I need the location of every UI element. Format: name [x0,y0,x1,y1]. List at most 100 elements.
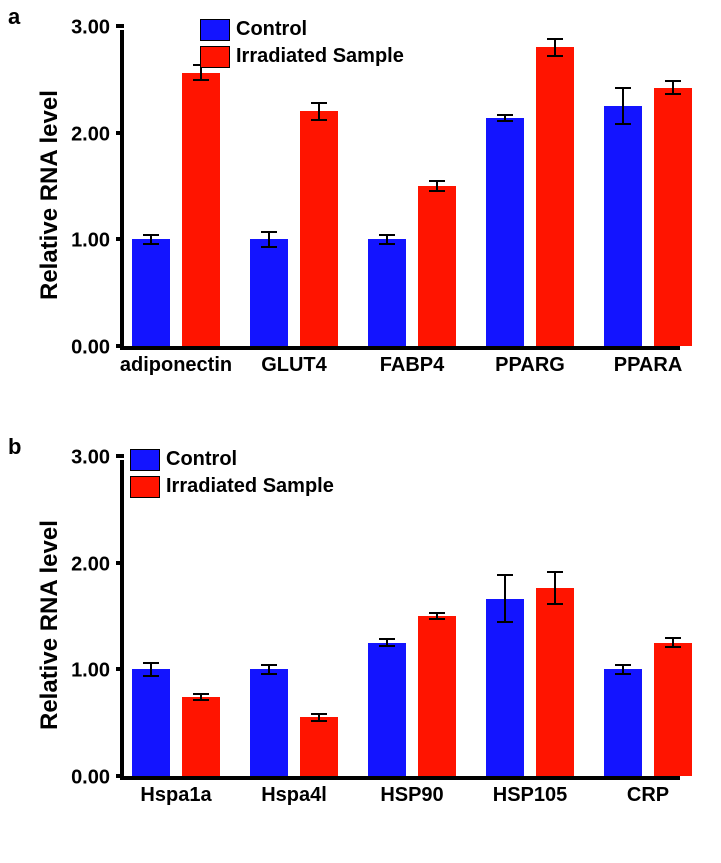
panel-a-label: a [8,4,20,30]
panel-b-ylabel: Relative RNA level [36,520,64,730]
errorbar-cap [429,190,445,192]
bar [250,239,288,346]
bar-group [368,30,456,346]
ytick-mark [116,237,124,241]
legend-row-control-b: Control [130,448,334,471]
bar-group [250,30,338,346]
panel-a-plot-area: adiponectinGLUT4FABP4PPARGPPARA 0.001.00… [120,30,680,350]
ytick-mark [116,561,124,565]
ytick-label: 0.00 [71,337,124,360]
panel-b-chart: Hspa1aHspa4lHSP90HSP105CRP 0.001.002.003… [120,460,680,780]
legend-row-irradiated-b: Irradiated Sample [130,475,334,498]
errorbar-line [318,103,320,112]
bar-group [486,30,574,346]
bar [486,599,524,776]
ytick-label: 3.00 [71,447,124,470]
bar [300,717,338,776]
legend-row-control: Control [200,18,404,41]
panel-b: b Hspa1aHspa4lHSP90HSP105CRP 0.001.002.0… [0,430,721,850]
errorbar-cap [497,114,513,116]
errorbar-cap [143,662,159,664]
ytick-label: 1.00 [71,230,124,253]
errorbar-cap [429,612,445,614]
category-label: GLUT4 [261,346,327,377]
bar-group [604,30,692,346]
bar [182,73,220,346]
errorbar-cap [497,574,513,576]
errorbar-line [554,39,556,48]
ytick-mark [116,667,124,671]
category-label: adiponectin [120,346,232,377]
errorbar-cap [143,234,159,236]
bar [654,88,692,346]
bar [182,697,220,776]
errorbar-cap [547,571,563,573]
panel-b-bars: Hspa1aHspa4lHSP90HSP105CRP [124,460,680,776]
figure-root: a adiponectinGLUT4FABP4PPARGPPARA 0.001.… [0,0,721,863]
errorbar-cap [547,603,563,605]
bar [418,616,456,776]
category-label: Hspa4l [261,776,327,807]
bar-group [250,460,338,776]
errorbar-line [622,88,624,106]
errorbar-cap [193,693,209,695]
errorbar-cap [193,79,209,81]
errorbar-cap [261,231,277,233]
ytick-mark [116,131,124,135]
bar [604,106,642,346]
bar [654,643,692,776]
bar [536,588,574,776]
bar-group [132,30,220,346]
errorbar-line [504,575,506,598]
panel-a-ylabel: Relative RNA level [36,90,64,300]
errorbar-cap [311,713,327,715]
errorbar-cap [497,621,513,623]
ytick-mark [116,454,124,458]
bar [418,186,456,346]
legend-swatch-control [200,19,230,41]
errorbar-cap [615,673,631,675]
errorbar-line [554,588,556,604]
errorbar-cap [261,673,277,675]
panel-a-legend: Control Irradiated Sample [200,18,404,68]
legend-label-control-b: Control [166,448,237,471]
bar [250,669,288,776]
errorbar-cap [429,618,445,620]
errorbar-cap [143,243,159,245]
bar-group [486,460,574,776]
panel-a: a adiponectinGLUT4FABP4PPARGPPARA 0.001.… [0,0,721,420]
errorbar-cap [143,675,159,677]
errorbar-cap [429,180,445,182]
ytick-mark [116,774,124,778]
errorbar-cap [615,87,631,89]
ytick-label: 3.00 [71,17,124,40]
ytick-mark [116,24,124,28]
errorbar-cap [379,234,395,236]
category-label: PPARA [614,346,683,377]
category-label: HSP105 [493,776,568,807]
errorbar-line [268,232,270,239]
ytick-mark [116,344,124,348]
legend-swatch-control-b [130,449,160,471]
bar [536,47,574,346]
errorbar-cap [665,80,681,82]
errorbar-cap [615,123,631,125]
errorbar-cap [497,120,513,122]
bar [368,643,406,776]
legend-swatch-irradiated-b [130,476,160,498]
ytick-label: 2.00 [71,553,124,576]
legend-label-irradiated-b: Irradiated Sample [166,475,334,498]
bar [604,669,642,776]
errorbar-cap [665,93,681,95]
bar [300,111,338,346]
category-label: FABP4 [380,346,444,377]
errorbar-cap [665,637,681,639]
panel-a-bars: adiponectinGLUT4FABP4PPARGPPARA [124,30,680,346]
category-label: Hspa1a [140,776,211,807]
legend-label-irradiated: Irradiated Sample [236,45,404,68]
bar [132,239,170,346]
category-label: CRP [627,776,669,807]
errorbar-cap [311,119,327,121]
errorbar-cap [379,645,395,647]
bar-group [604,460,692,776]
